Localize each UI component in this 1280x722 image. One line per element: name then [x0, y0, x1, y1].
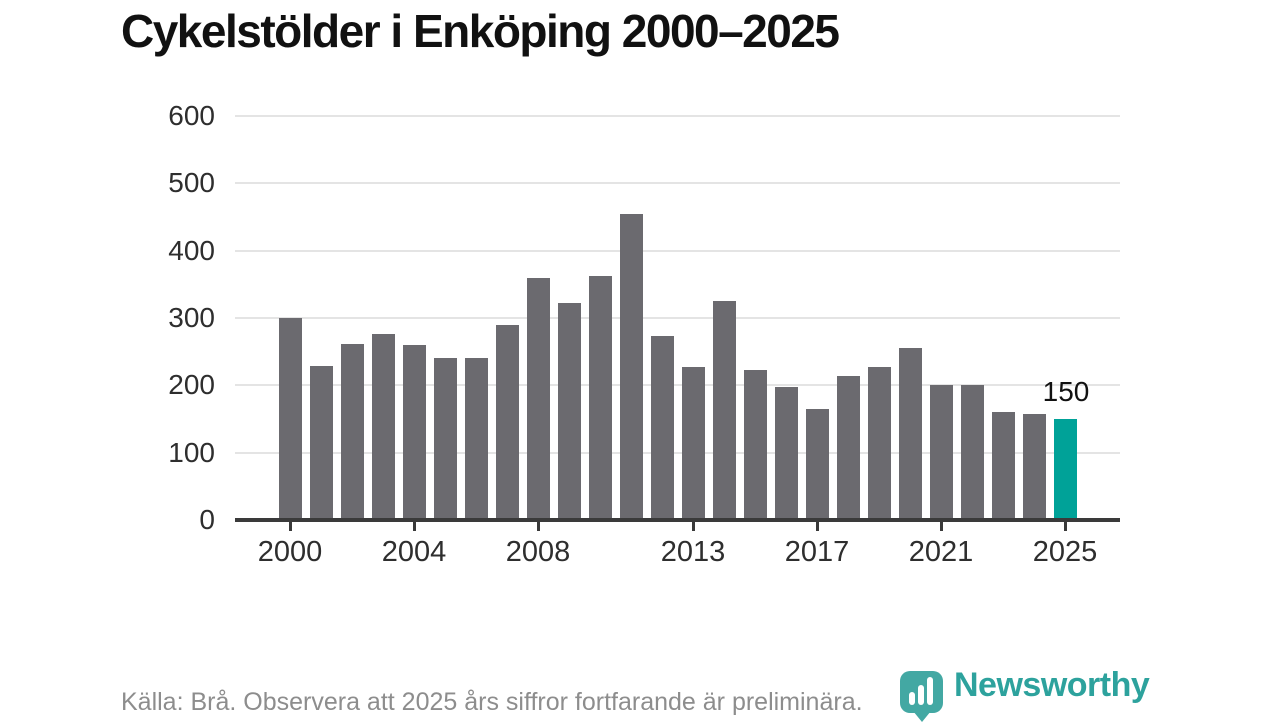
- x-tick-label-2008: 2008: [505, 536, 571, 568]
- y-tick-label-200: 200: [168, 369, 215, 401]
- page-title: Cykelstölder i Enköping 2000–2025: [121, 5, 840, 57]
- bar-2016: [774, 387, 798, 520]
- bar-2014: [712, 301, 736, 520]
- highlight-value-label: 150: [1042, 376, 1090, 407]
- y-tick-label-600: 600: [168, 100, 215, 131]
- x-tick-2013: [692, 522, 695, 531]
- source-note: Källa: Brå. Observera att 2025 års siffr…: [121, 688, 863, 716]
- bar-2023: [991, 411, 1015, 520]
- newsworthy-wordmark: Newsworthy: [954, 666, 1150, 704]
- bar-2020: [898, 347, 922, 520]
- gridline-400: [235, 249, 1120, 252]
- bar-2013: [681, 367, 705, 520]
- x-tick-2017: [816, 522, 819, 531]
- bar-2003: [371, 334, 395, 520]
- y-tick-label-300: 300: [168, 302, 215, 333]
- y-tick-label-0: 0: [199, 504, 215, 535]
- x-tick-label-2004: 2004: [381, 536, 447, 568]
- x-tick-2000: [289, 522, 292, 531]
- x-tick-2025: [1064, 522, 1067, 531]
- bar-2015: [743, 369, 767, 520]
- bar-2011: [619, 213, 643, 520]
- bar-2017: [805, 408, 829, 520]
- bar-2010: [588, 275, 612, 520]
- bar-2022: [960, 384, 984, 520]
- x-tick-label-2017: 2017: [784, 536, 850, 568]
- x-tick-2021: [940, 522, 943, 531]
- bar-2019: [867, 367, 891, 520]
- y-tick-label-500: 500: [168, 167, 215, 199]
- bar-2005: [433, 357, 457, 520]
- bar-2021: [929, 384, 953, 520]
- x-tick-2008: [537, 522, 540, 531]
- gridline-200: [235, 384, 1120, 387]
- gridline-500: [235, 182, 1120, 185]
- bar-2012: [650, 335, 674, 520]
- bar-2009: [557, 302, 581, 520]
- bar-2006: [464, 358, 488, 520]
- bar-2007: [495, 325, 519, 520]
- bar-2008: [526, 277, 550, 520]
- x-tick-label-2025: 2025: [1032, 536, 1098, 568]
- logo-bar-medium: [918, 685, 924, 705]
- x-tick-label-2000: 2000: [257, 536, 323, 568]
- gridline-600: [235, 115, 1120, 117]
- logo-bar-short: [909, 692, 915, 705]
- x-tick-2004: [413, 522, 416, 531]
- bar-2001: [309, 366, 333, 520]
- bar-2018: [836, 375, 860, 520]
- bar-2002: [340, 343, 364, 520]
- bar-2025: [1053, 419, 1077, 520]
- bar-2000: [278, 318, 302, 520]
- bar-2004: [402, 344, 426, 520]
- bar-2024: [1022, 413, 1046, 520]
- gridline-300: [235, 317, 1120, 319]
- x-tick-label-2013: 2013: [660, 536, 726, 568]
- newsworthy-logo: Newsworthy: [896, 662, 1280, 722]
- x-tick-label-2021: 2021: [908, 536, 974, 568]
- gridline-100: [235, 451, 1120, 454]
- y-tick-label-100: 100: [168, 436, 215, 468]
- logo-bar-tall: [927, 677, 933, 705]
- y-tick-label-400: 400: [168, 234, 215, 266]
- x-axis-line: [235, 518, 1120, 522]
- bar-chart-pin-icon: [900, 671, 943, 722]
